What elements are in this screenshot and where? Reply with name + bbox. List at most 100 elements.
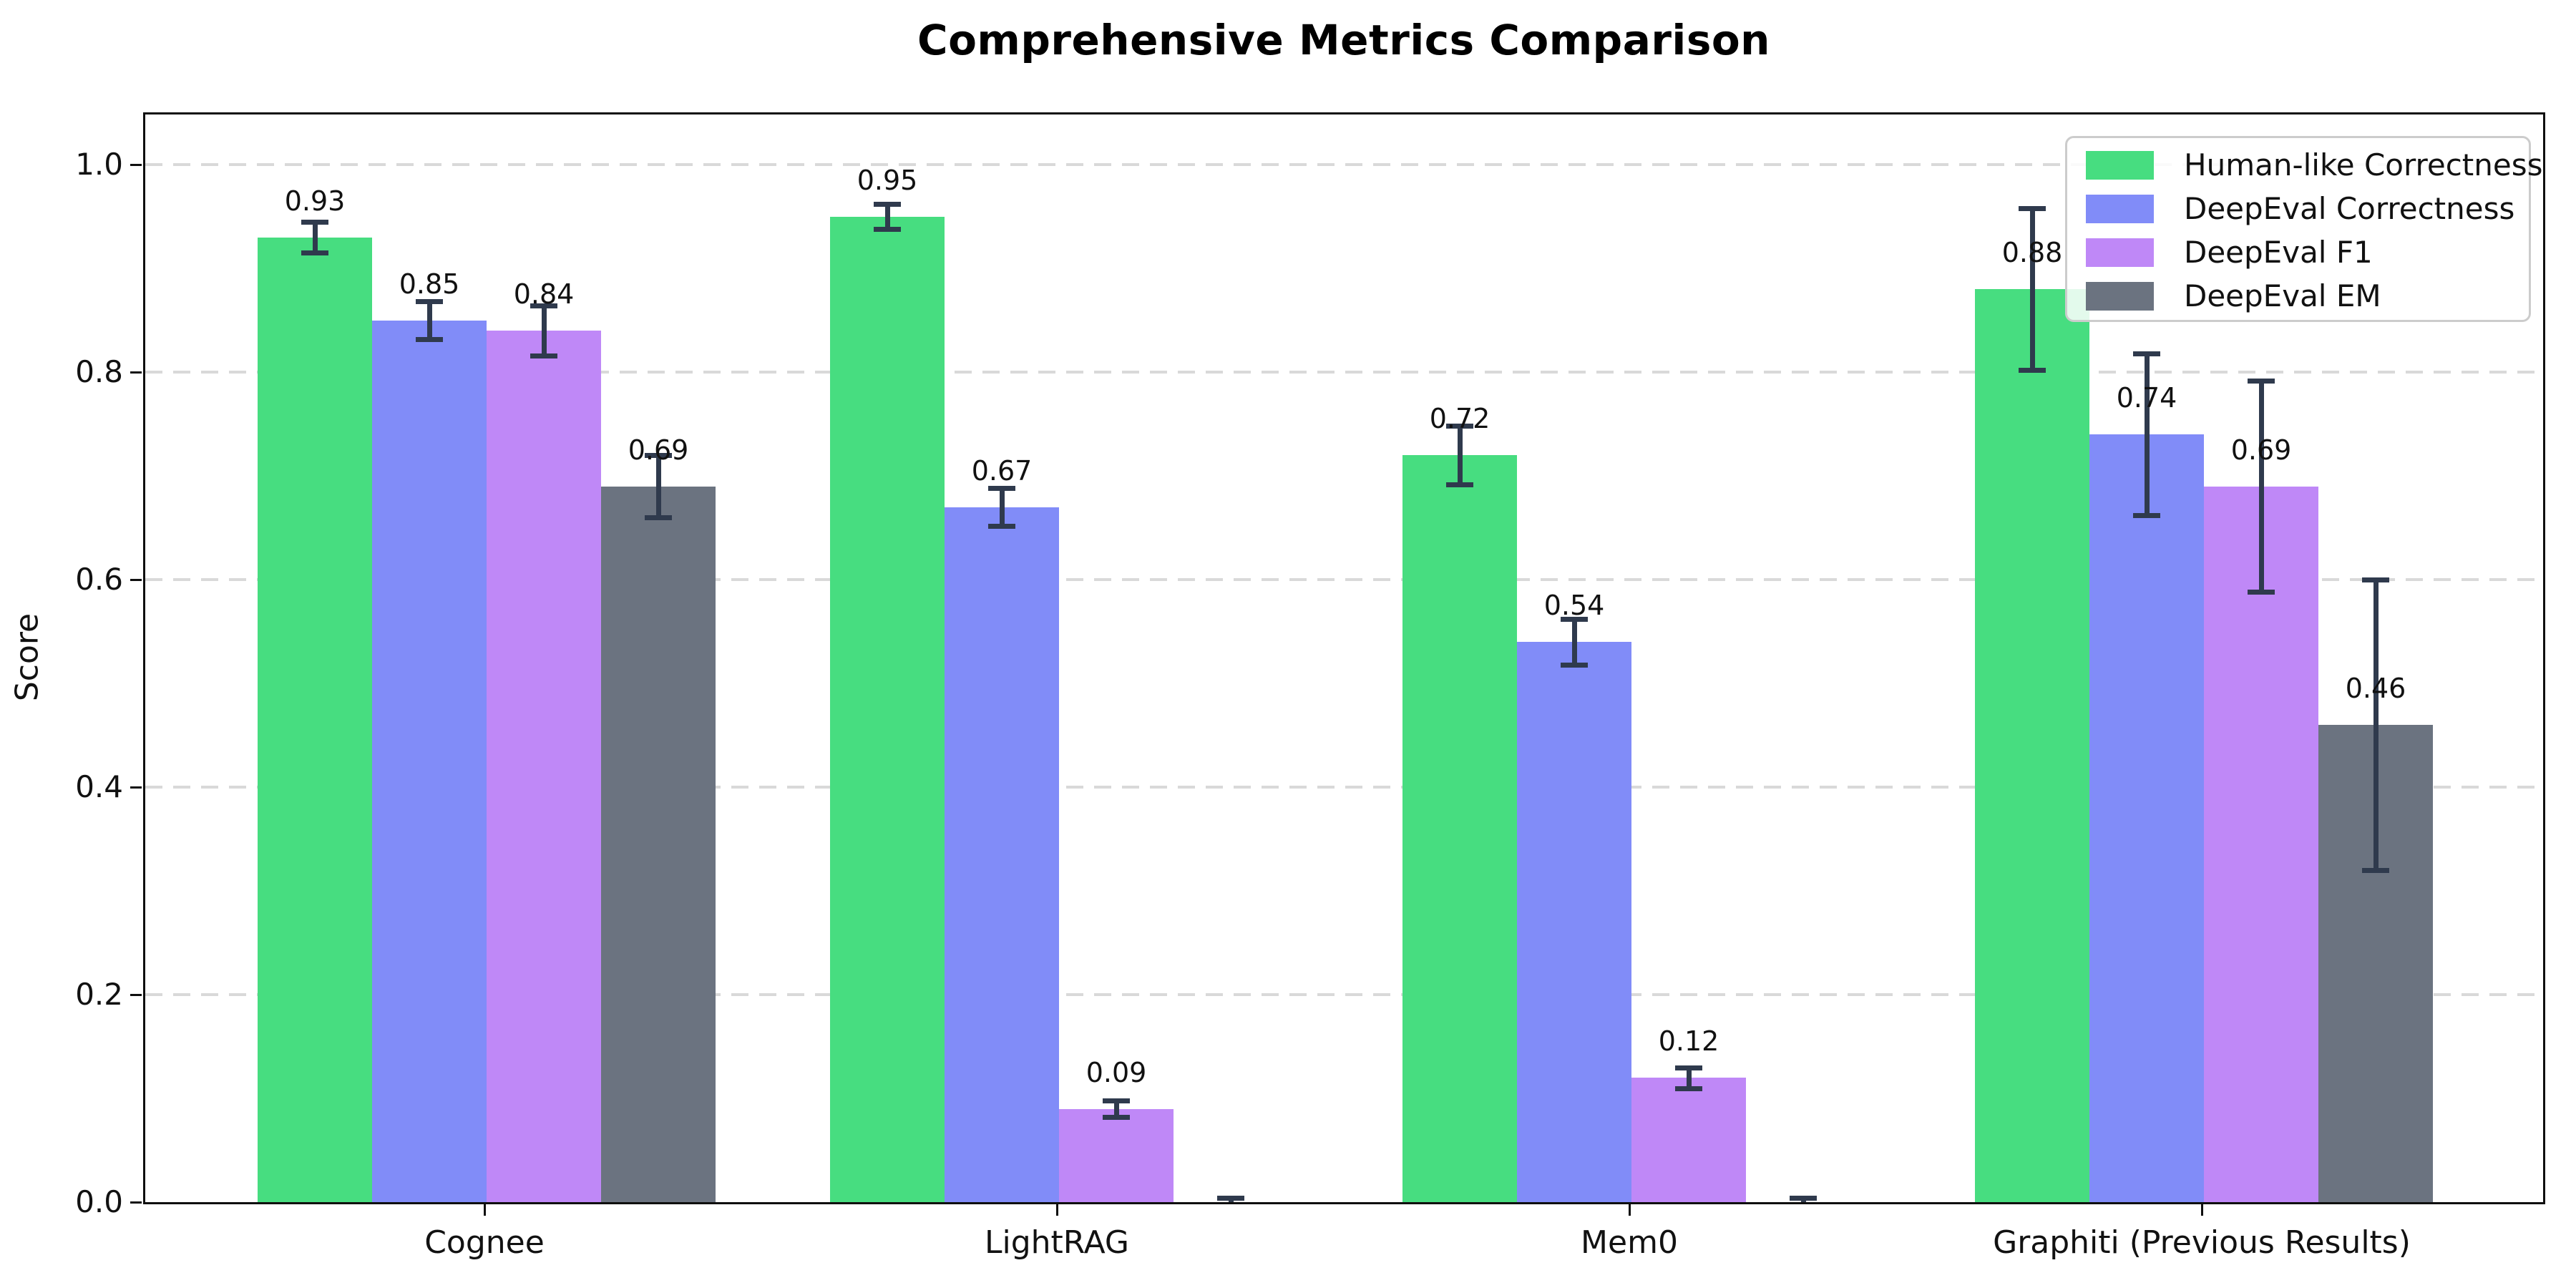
bar-value-label: 0.88 bbox=[2001, 237, 2063, 268]
legend-swatch-deepeval-f1 bbox=[2086, 238, 2154, 267]
error-bar-cap-bottom bbox=[1103, 1115, 1130, 1121]
error-bar-cap-top bbox=[2248, 378, 2275, 384]
legend-label-human-like-correctness: Human-like Correctness bbox=[2184, 147, 2543, 182]
error-bar bbox=[426, 301, 432, 339]
error-bar-cap-bottom bbox=[1561, 662, 1588, 668]
error-bar-cap-bottom bbox=[530, 353, 557, 358]
bar bbox=[1059, 1108, 1174, 1202]
legend-item-deepeval-correctness: DeepEval Correctness bbox=[2067, 187, 2529, 230]
error-bar-cap-bottom bbox=[874, 226, 901, 232]
error-bar-cap-bottom bbox=[1446, 482, 1473, 487]
y-tick-label-1.0: 1.0 bbox=[75, 147, 123, 182]
error-bar bbox=[2258, 380, 2264, 592]
chart-title: Comprehensive Metrics Comparison bbox=[917, 16, 1770, 64]
error-bar bbox=[884, 204, 890, 229]
bar bbox=[1975, 289, 2089, 1202]
legend-item-human-like-correctness: Human-like Correctness bbox=[2067, 143, 2543, 187]
y-tick-0.2 bbox=[130, 994, 142, 996]
legend-swatch-human-like-correctness bbox=[2086, 150, 2154, 180]
error-bar-cap-top bbox=[1675, 1065, 1702, 1070]
x-tick-label-3: Mem0 bbox=[1581, 1224, 1678, 1261]
y-tick-label-0.0: 0.0 bbox=[75, 1184, 123, 1219]
bar-value-label: 0.74 bbox=[2116, 382, 2177, 414]
bar-value-label: 0.93 bbox=[284, 185, 346, 217]
y-tick-1.0 bbox=[130, 164, 142, 166]
bar bbox=[2089, 434, 2204, 1202]
error-bar bbox=[312, 221, 318, 253]
error-bar-cap-top bbox=[1790, 1196, 1817, 1201]
gridline-0.4 bbox=[145, 786, 2543, 789]
error-bar bbox=[1571, 619, 1577, 665]
bar bbox=[1402, 455, 1517, 1202]
legend-item-deepeval-em: DeepEval EM bbox=[2067, 274, 2529, 318]
error-bar-cap-bottom bbox=[2248, 590, 2275, 595]
error-bar-cap-top bbox=[2362, 577, 2389, 582]
x-tick-4 bbox=[2201, 1204, 2203, 1216]
error-bar-cap-top bbox=[2133, 351, 2160, 356]
y-tick-label-0.2: 0.2 bbox=[75, 977, 123, 1012]
x-tick-3 bbox=[1629, 1204, 1631, 1216]
error-bar-cap-top bbox=[1217, 1196, 1244, 1201]
error-bar-cap-top bbox=[301, 219, 328, 225]
error-bar bbox=[2029, 208, 2035, 371]
bar-value-label: 0.72 bbox=[1429, 403, 1491, 434]
error-bar bbox=[655, 455, 661, 517]
error-bar-cap-bottom bbox=[645, 515, 672, 520]
y-tick-label-0.6: 0.6 bbox=[75, 562, 123, 597]
error-bar bbox=[999, 488, 1005, 526]
error-bar-cap-top bbox=[1446, 424, 1473, 429]
bar bbox=[487, 331, 601, 1202]
error-bar bbox=[1457, 426, 1463, 484]
y-tick-0.0 bbox=[130, 1201, 142, 1204]
error-bar-cap-top bbox=[530, 303, 557, 309]
legend-label-deepeval-f1: DeepEval F1 bbox=[2184, 235, 2373, 270]
bar-value-label: 0.09 bbox=[1085, 1056, 1147, 1088]
gridline-0.8 bbox=[145, 371, 2543, 374]
y-tick-0.6 bbox=[130, 579, 142, 581]
legend-label-deepeval-em: DeepEval EM bbox=[2184, 278, 2381, 313]
error-bar-cap-top bbox=[2019, 205, 2046, 211]
bar-value-label: 0.54 bbox=[1543, 590, 1605, 621]
error-bar-cap-bottom bbox=[2133, 513, 2160, 519]
x-tick-2 bbox=[1056, 1204, 1058, 1216]
legend-swatch-deepeval-correctness bbox=[2086, 194, 2154, 223]
bar bbox=[1631, 1078, 1746, 1202]
error-bar bbox=[2144, 353, 2150, 516]
gridline-0.6 bbox=[145, 578, 2543, 581]
error-bar-cap-bottom bbox=[1675, 1085, 1702, 1091]
bar-value-label: 0.46 bbox=[2345, 673, 2406, 704]
legend-swatch-deepeval-em bbox=[2086, 281, 2154, 311]
bar bbox=[601, 486, 716, 1202]
legend-label-deepeval-correctness: DeepEval Correctness bbox=[2184, 191, 2515, 226]
x-tick-label-4: Graphiti (Previous Results) bbox=[1993, 1224, 2411, 1261]
legend: Human-like Correctness DeepEval Correctn… bbox=[2065, 136, 2543, 322]
error-bar-cap-top bbox=[1103, 1098, 1130, 1103]
gridline-1.0 bbox=[145, 163, 2543, 166]
gridline-0.2 bbox=[145, 993, 2543, 996]
bar-value-label: 0.85 bbox=[399, 268, 460, 300]
error-bar-cap-bottom bbox=[301, 250, 328, 256]
bar bbox=[258, 237, 372, 1202]
bar bbox=[945, 507, 1059, 1202]
x-tick-label-2: LightRAG bbox=[984, 1224, 1130, 1261]
bar-value-label: 0.84 bbox=[513, 278, 575, 310]
error-bar-cap-top bbox=[1561, 617, 1588, 623]
bar-value-label: 0.67 bbox=[971, 454, 1033, 487]
error-bar bbox=[1113, 1100, 1119, 1118]
error-bar bbox=[541, 306, 547, 356]
y-tick-label-0.4: 0.4 bbox=[75, 769, 123, 804]
error-bar-cap-bottom bbox=[988, 523, 1015, 529]
y-tick-0.4 bbox=[130, 786, 142, 789]
x-tick-1 bbox=[484, 1204, 486, 1216]
error-bar bbox=[1686, 1067, 1692, 1088]
bar bbox=[2204, 486, 2318, 1202]
error-bar-cap-top bbox=[874, 202, 901, 208]
x-tick-label-1: Cognee bbox=[424, 1224, 545, 1261]
bar bbox=[830, 216, 945, 1202]
error-bar-cap-top bbox=[416, 299, 443, 305]
bar-value-label: 0.12 bbox=[1658, 1025, 1719, 1057]
error-bar-cap-top bbox=[988, 486, 1015, 492]
error-bar-cap-bottom bbox=[2362, 868, 2389, 873]
error-bar-cap-bottom bbox=[416, 336, 443, 342]
